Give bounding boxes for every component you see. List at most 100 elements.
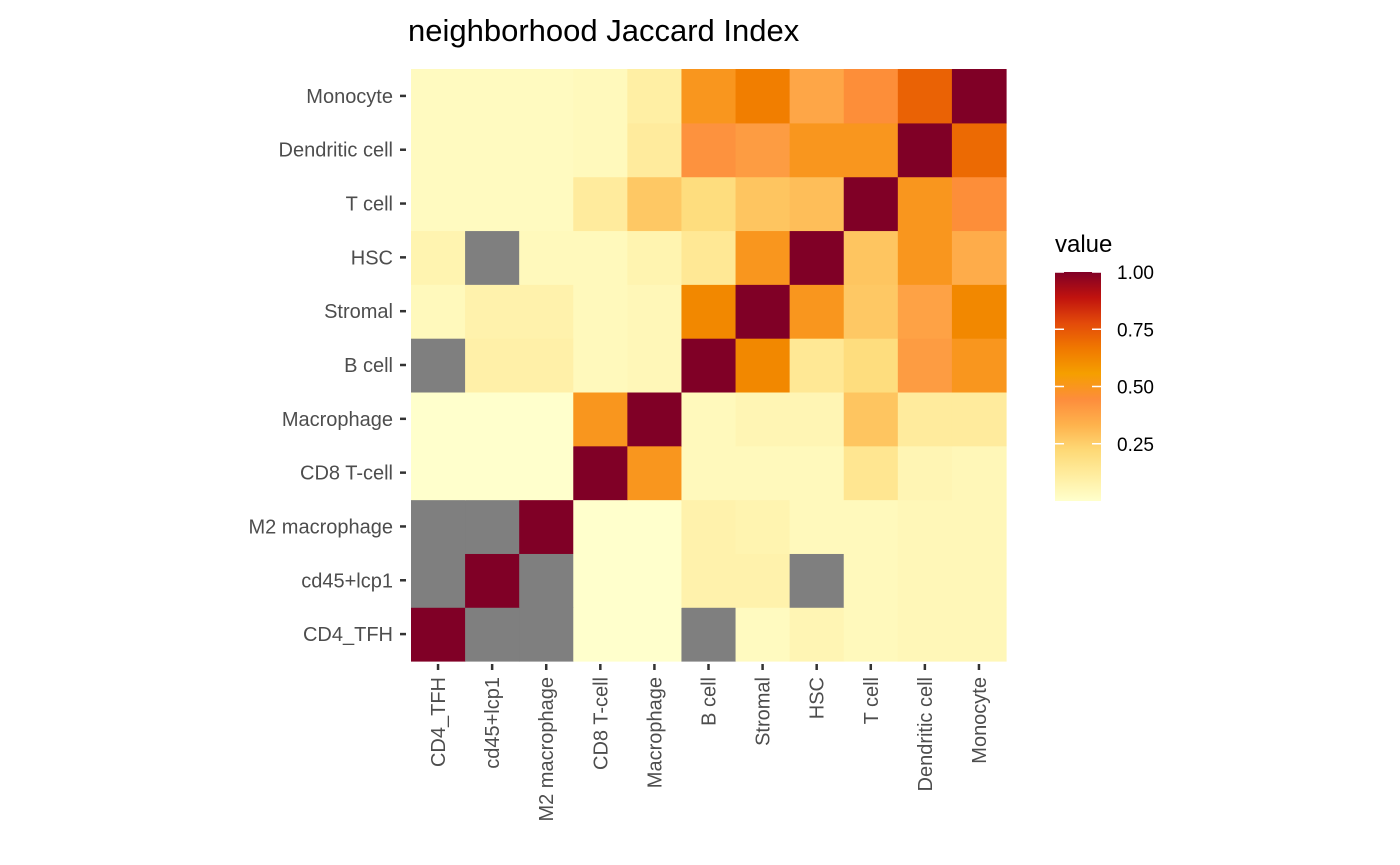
heatmap-cell <box>411 445 466 501</box>
heatmap-cell <box>681 122 737 178</box>
heatmap-cell <box>897 69 953 124</box>
heatmap-cell <box>735 176 791 232</box>
x-tick-label: T cell <box>861 677 883 724</box>
heatmap-cell <box>573 607 628 662</box>
heatmap-cell <box>735 391 791 447</box>
y-tick-label: M2 macrophage <box>248 516 393 538</box>
heatmap-cell <box>951 607 1007 662</box>
heatmap-cell <box>843 122 899 178</box>
x-axis: CD4_TFH cd45+lcp1 M2 macrophage CD8 T-cell M… <box>428 664 991 822</box>
x-tick-label: Macrophage <box>644 677 666 788</box>
heatmap-cell <box>843 391 899 447</box>
heatmap-cell <box>789 607 845 662</box>
heatmap-cell <box>411 230 466 285</box>
legend-tick-label: 1.00 <box>1117 263 1154 284</box>
color-legend: value 1.00 0.75 0.50 0.25 <box>1055 231 1154 501</box>
heatmap-cell <box>951 69 1007 124</box>
heatmap-cell <box>627 284 683 339</box>
x-tick-label: cd45+lcp1 <box>482 677 504 769</box>
heatmap-cell <box>411 176 466 232</box>
heatmap-cell <box>681 230 737 285</box>
heatmap-cell <box>411 391 466 447</box>
heatmap-cell <box>681 445 737 501</box>
heatmap-cell <box>897 230 953 285</box>
heatmap-cell <box>951 338 1007 393</box>
heatmap-cell <box>897 391 953 447</box>
heatmap-cell <box>681 176 737 232</box>
heatmap-cell <box>519 284 574 339</box>
heatmap-cell <box>627 391 683 447</box>
y-tick-label: Stromal <box>324 301 393 323</box>
heatmap-cell <box>573 176 628 232</box>
heatmap-cell <box>897 122 953 178</box>
heatmap-cell <box>951 553 1007 608</box>
heatmap-cell <box>465 69 520 124</box>
heatmap-cell <box>951 122 1007 178</box>
y-tick-label: Dendritic cell <box>279 140 393 162</box>
heatmap-cell <box>789 391 845 447</box>
heatmap-cell <box>843 445 899 501</box>
heatmap-cell <box>411 338 466 393</box>
heatmap-cell <box>897 284 953 339</box>
heatmap-cell <box>411 69 466 124</box>
heatmap-cell <box>627 69 683 124</box>
x-tick-label: M2 macrophage <box>536 677 558 822</box>
heatmap-cell <box>465 176 520 232</box>
heatmap-cell <box>735 69 791 124</box>
heatmap-cell <box>465 499 520 554</box>
heatmap-cell <box>465 445 520 501</box>
heatmap-cell <box>735 338 791 393</box>
heatmap-cell <box>789 122 845 178</box>
heatmap-cells <box>411 69 1007 662</box>
y-tick-label: T cell <box>346 194 393 216</box>
heatmap-cell <box>681 499 737 554</box>
heatmap-cell <box>789 338 845 393</box>
heatmap-cell <box>627 445 683 501</box>
heatmap-cell <box>843 69 899 124</box>
heatmap-cell <box>681 338 737 393</box>
heatmap-cell <box>519 553 574 608</box>
heatmap-cell <box>897 553 953 608</box>
heatmap-cell <box>465 553 520 608</box>
heatmap-cell <box>627 122 683 178</box>
y-tick-label: HSC <box>351 247 393 269</box>
x-tick-label: B cell <box>699 677 721 726</box>
x-tick-label: Dendritic cell <box>915 677 937 791</box>
chart-title: neighborhood Jaccard Index <box>408 13 800 48</box>
heatmap-cell <box>627 499 683 554</box>
heatmap-cell <box>465 122 520 178</box>
heatmap-cell <box>843 176 899 232</box>
y-tick-label: Monocyte <box>306 86 393 108</box>
heatmap-cell <box>951 391 1007 447</box>
heatmap-cell <box>843 230 899 285</box>
heatmap-cell <box>465 607 520 662</box>
x-tick-label: Stromal <box>753 677 775 746</box>
heatmap-cell <box>627 607 683 662</box>
heatmap-cell <box>573 284 628 339</box>
heatmap-cell <box>519 391 574 447</box>
x-tick-label: CD8 T-cell <box>590 677 612 770</box>
heatmap-cell <box>735 607 791 662</box>
heatmap-cell <box>789 445 845 501</box>
heatmap-cell <box>411 607 466 662</box>
heatmap-cell <box>843 499 899 554</box>
heatmap-cell <box>519 122 574 178</box>
heatmap-cell <box>519 499 574 554</box>
heatmap-cell <box>411 553 466 608</box>
heatmap-cell <box>681 69 737 124</box>
heatmap-cell <box>951 176 1007 232</box>
heatmap-cell <box>897 499 953 554</box>
heatmap-cell <box>681 553 737 608</box>
heatmap-cell <box>681 391 737 447</box>
heatmap-cell <box>735 230 791 285</box>
heatmap-cell <box>573 338 628 393</box>
heatmap-cell <box>573 230 628 285</box>
y-tick-label: Macrophage <box>282 409 393 431</box>
x-tick-label: Monocyte <box>969 677 991 764</box>
heatmap-cell <box>681 284 737 339</box>
heatmap-cell <box>627 230 683 285</box>
y-tick-label: CD8 T-cell <box>300 463 393 485</box>
heatmap-cell <box>411 122 466 178</box>
heatmap-cell <box>789 553 845 608</box>
legend-tick-label: 0.75 <box>1117 320 1154 341</box>
